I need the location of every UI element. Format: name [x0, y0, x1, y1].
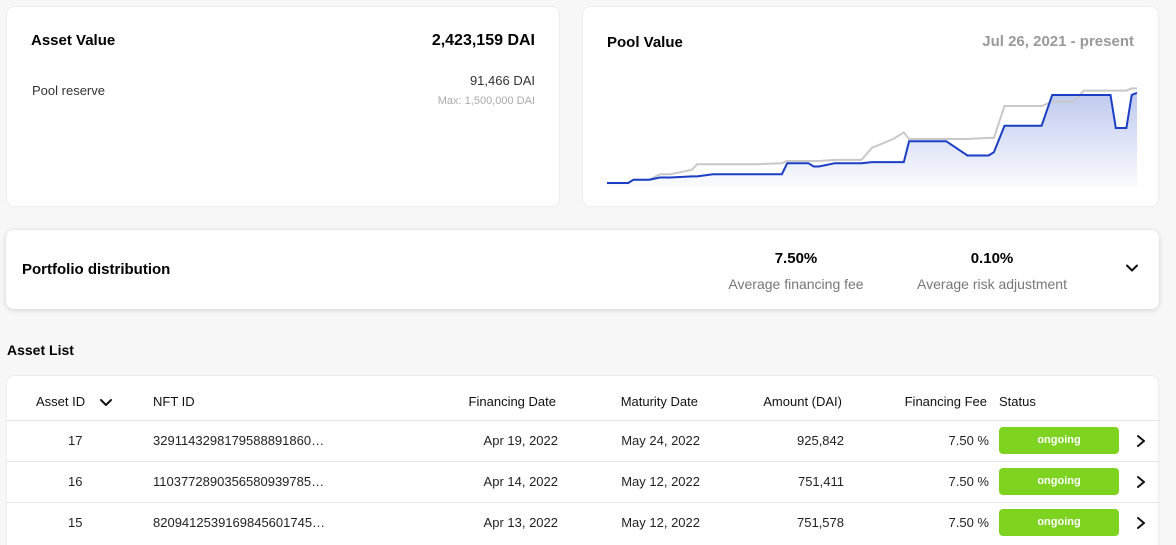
- average-financing-fee-value: 7.50%: [774, 250, 818, 267]
- pool-reserve-label: Pool reserve: [32, 83, 105, 98]
- column-asset-id[interactable]: Asset ID: [36, 394, 86, 409]
- cell-financing-fee: 7.50 %: [948, 433, 989, 448]
- chevron-right-icon[interactable]: [1135, 475, 1147, 489]
- asset-value-card: Asset Value 2,423,159 DAI Pool reserve 9…: [6, 6, 560, 207]
- column-financing-fee: Financing Fee: [904, 394, 987, 409]
- cell-financing-fee: 7.50 %: [948, 474, 989, 489]
- table-row[interactable]: 15 8209412539169845601745… Apr 13, 2022 …: [7, 502, 1160, 543]
- asset-table: Asset ID NFT ID Financing Date Maturity …: [6, 375, 1160, 545]
- average-risk-adjustment: 0.10% Average risk adjustment: [912, 250, 1072, 292]
- column-nft-id: NFT ID: [153, 394, 195, 409]
- table-row[interactable]: 17 3291143298179588891860… Apr 19, 2022 …: [7, 420, 1160, 461]
- pool-value-chart: [607, 87, 1137, 187]
- cell-financing-fee: 7.50 %: [948, 515, 989, 530]
- cell-nft-id: 8209412539169845601745…: [153, 515, 326, 530]
- chevron-right-icon[interactable]: [1135, 434, 1147, 448]
- chart-area-fill: [607, 92, 1137, 187]
- cell-amount: 751,578: [797, 515, 844, 530]
- cell-nft-id: 3291143298179588891860…: [153, 433, 325, 448]
- table-row[interactable]: 16 1103772890356580939785… Apr 14, 2022 …: [7, 461, 1160, 502]
- pool-value-card: Pool Value Jul 26, 2021 - present: [582, 6, 1159, 207]
- portfolio-distribution-card[interactable]: Portfolio distribution 7.50% Average fin…: [6, 230, 1159, 309]
- cell-maturity-date: May 12, 2022: [621, 515, 700, 530]
- chart-line-secondary: [607, 87, 1137, 184]
- average-risk-adjustment-label: Average risk adjustment: [917, 276, 1067, 292]
- cell-financing-date: Apr 13, 2022: [483, 515, 558, 530]
- average-financing-fee: 7.50% Average financing fee: [726, 250, 866, 292]
- pool-value-title: Pool Value: [607, 34, 683, 51]
- status-badge[interactable]: ongoing: [999, 468, 1119, 495]
- cell-asset-id: 15: [68, 515, 83, 530]
- average-risk-adjustment-value: 0.10%: [970, 250, 1014, 267]
- chevron-down-icon[interactable]: [1125, 261, 1139, 275]
- pool-reserve-value: 91,466 DAI: [469, 73, 535, 88]
- cell-maturity-date: May 24, 2022: [621, 433, 700, 448]
- column-status: Status: [999, 394, 1036, 409]
- status-badge[interactable]: ongoing: [999, 427, 1119, 454]
- pool-value-date-range: Jul 26, 2021 - present: [982, 33, 1134, 50]
- column-maturity-date: Maturity Date: [620, 394, 698, 409]
- asset-value-title: Asset Value: [31, 32, 116, 49]
- column-financing-date: Financing Date: [468, 394, 556, 409]
- pool-reserve-max: Max: 1,500,000 DAI: [437, 95, 535, 107]
- cell-financing-date: Apr 14, 2022: [483, 474, 558, 489]
- cell-nft-id: 1103772890356580939785…: [153, 474, 325, 489]
- asset-value-total: 2,423,159 DAI: [431, 32, 535, 49]
- cell-asset-id: 17: [68, 433, 83, 448]
- cell-financing-date: Apr 19, 2022: [483, 433, 558, 448]
- portfolio-distribution-title: Portfolio distribution: [22, 261, 171, 278]
- sort-chevron-down-icon[interactable]: [99, 397, 113, 409]
- cell-asset-id: 16: [68, 474, 83, 489]
- chevron-right-icon[interactable]: [1135, 516, 1147, 530]
- cell-maturity-date: May 12, 2022: [621, 474, 700, 489]
- cell-amount: 925,842: [797, 433, 844, 448]
- average-financing-fee-label: Average financing fee: [728, 276, 864, 292]
- asset-list-title: Asset List: [7, 342, 74, 358]
- status-badge[interactable]: ongoing: [999, 509, 1119, 536]
- chart-line-primary: [607, 91, 1137, 184]
- cell-amount: 751,411: [797, 474, 844, 489]
- column-amount: Amount (DAI): [763, 394, 842, 409]
